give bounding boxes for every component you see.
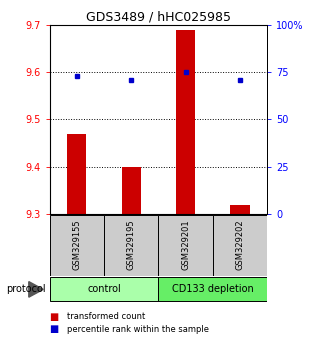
Text: GSM329201: GSM329201 [181, 220, 190, 270]
Bar [230, 205, 250, 214]
FancyBboxPatch shape [50, 278, 158, 301]
Text: ■: ■ [50, 324, 59, 334]
Text: percentile rank within the sample: percentile rank within the sample [67, 325, 209, 334]
Text: GSM329195: GSM329195 [127, 220, 136, 270]
FancyBboxPatch shape [158, 278, 267, 301]
Bar [67, 134, 86, 214]
FancyBboxPatch shape [213, 215, 267, 275]
FancyBboxPatch shape [104, 215, 158, 275]
Text: transformed count: transformed count [67, 312, 146, 321]
Text: CD133 depletion: CD133 depletion [172, 284, 254, 295]
Bar [122, 167, 141, 214]
Bar [176, 29, 195, 214]
Text: GSM329155: GSM329155 [72, 220, 81, 270]
Text: control: control [87, 284, 121, 295]
FancyBboxPatch shape [50, 215, 104, 275]
Polygon shape [29, 282, 43, 297]
Text: GSM329202: GSM329202 [236, 220, 244, 270]
Text: protocol: protocol [6, 284, 46, 295]
Text: ■: ■ [50, 312, 59, 322]
Title: GDS3489 / hHC025985: GDS3489 / hHC025985 [86, 11, 231, 24]
FancyBboxPatch shape [158, 215, 213, 275]
